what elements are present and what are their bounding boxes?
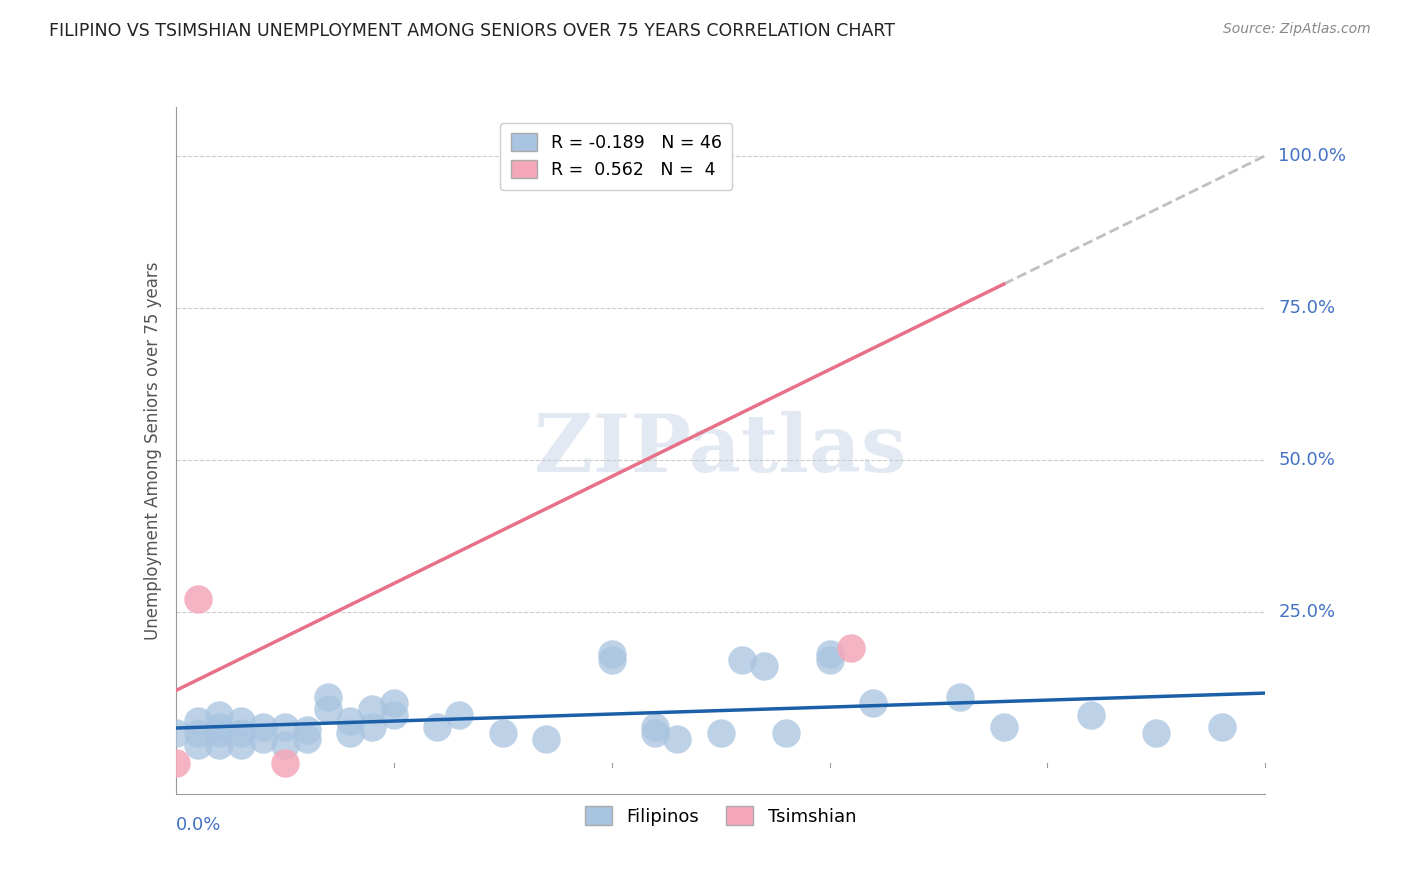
Point [339,726,361,740]
Point [382,707,405,722]
Point [949,690,972,704]
Point [360,720,382,734]
Point [208,726,231,740]
Point [1144,726,1167,740]
Point [426,720,449,734]
Point [666,732,689,747]
Point [274,720,297,734]
Point [382,696,405,710]
Point [208,738,231,752]
Point [231,714,253,728]
Point [274,738,297,752]
Text: ZIPatlas: ZIPatlas [534,411,907,490]
Point [208,707,231,722]
Point [600,653,623,667]
Text: 100.0%: 100.0% [1278,146,1347,165]
Text: 0.0%: 0.0% [176,816,221,834]
Point [710,726,733,740]
Point [274,756,297,771]
Point [208,720,231,734]
Point [231,738,253,752]
Point [186,726,209,740]
Point [775,726,797,740]
Point [360,702,382,716]
Point [165,756,187,771]
Point [993,720,1015,734]
Point [447,707,470,722]
Point [600,647,623,661]
Point [339,714,361,728]
Text: 75.0%: 75.0% [1278,299,1336,317]
Point [186,592,209,607]
Point [1211,720,1233,734]
Point [252,732,274,747]
Legend: Filipinos, Tsimshian: Filipinos, Tsimshian [578,799,863,833]
Text: 25.0%: 25.0% [1278,602,1336,621]
Text: Source: ZipAtlas.com: Source: ZipAtlas.com [1223,22,1371,37]
Point [295,732,318,747]
Text: FILIPINO VS TSIMSHIAN UNEMPLOYMENT AMONG SENIORS OVER 75 YEARS CORRELATION CHART: FILIPINO VS TSIMSHIAN UNEMPLOYMENT AMONG… [49,22,896,40]
Text: 50.0%: 50.0% [1278,450,1336,468]
Point [318,702,340,716]
Point [644,726,666,740]
Point [818,647,841,661]
Point [252,720,274,734]
Point [644,720,666,734]
Point [492,726,515,740]
Point [295,723,318,737]
Point [1080,707,1102,722]
Point [731,653,754,667]
Point [754,659,776,673]
Point [231,726,253,740]
Point [534,732,557,747]
Point [818,653,841,667]
Point [186,738,209,752]
Point [862,696,884,710]
Y-axis label: Unemployment Among Seniors over 75 years: Unemployment Among Seniors over 75 years [143,261,162,640]
Point [186,714,209,728]
Point [841,640,863,655]
Point [165,726,187,740]
Point [318,690,340,704]
